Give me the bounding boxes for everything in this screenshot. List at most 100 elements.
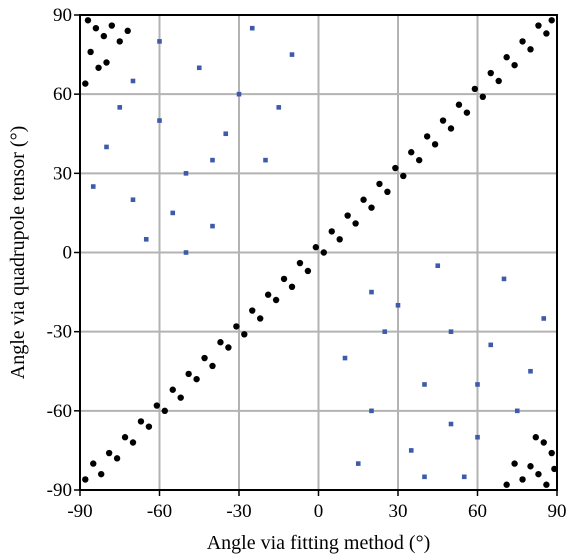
data-point [116,38,123,45]
data-point [130,197,136,203]
data-point [532,434,539,441]
data-point [408,448,414,453]
x-axis-ticks: -90 -60 -30 0 30 60 90 [67,490,567,522]
data-point [210,223,215,229]
data-point [104,144,109,150]
data-point [448,329,454,334]
data-point [95,64,102,71]
data-point [209,362,216,370]
data-point [501,276,507,282]
data-point [422,382,427,387]
data-point [495,77,502,85]
data-point [422,474,427,480]
x-tick-label: -90 [67,501,92,522]
data-point [527,46,534,53]
data-point [369,289,374,295]
data-point [217,339,224,346]
data-point [90,460,97,467]
data-point [257,315,264,322]
data-point [423,133,431,140]
data-point [225,344,232,351]
data-point [169,386,176,393]
x-tick-label: 0 [314,501,324,522]
data-point [543,481,550,488]
data-point [177,394,184,401]
data-point [100,32,108,40]
data-point [82,476,89,483]
data-point [233,323,240,330]
data-point [183,171,189,176]
data-point [143,237,149,242]
data-point [157,118,162,123]
x-tick-label: -60 [147,501,172,522]
data-point [113,455,121,462]
data-point [435,263,441,268]
data-point [540,439,547,446]
series-circle [82,17,558,488]
series-square [90,25,547,480]
y-axis-title: Angle via quadrupole tensor (°) [7,126,29,379]
data-point [439,117,447,124]
data-points [82,17,558,488]
data-point [392,164,399,172]
y-tick-label: 90 [53,5,72,26]
data-point [121,434,129,441]
data-point [551,465,558,473]
data-point [236,91,242,97]
data-point [416,156,423,164]
data-point [548,449,555,457]
data-point [288,283,296,291]
data-point [519,476,526,483]
data-point [548,17,555,24]
data-point [153,402,161,409]
data-point [249,25,255,31]
data-point [503,481,510,488]
data-point [395,302,401,308]
data-point [263,157,268,163]
data-point [475,382,480,387]
data-point [130,78,136,84]
data-point [448,421,454,427]
data-point [183,250,189,255]
data-point [431,141,439,148]
data-point [376,180,383,188]
data-point [511,61,518,69]
x-tick-label: 30 [389,501,408,522]
data-point [249,307,256,314]
data-point [201,354,208,362]
data-point [475,434,480,440]
data-point [344,212,351,219]
data-point [129,439,137,446]
data-point [535,22,542,29]
data-point [360,196,367,203]
data-point [137,418,145,425]
data-point [400,172,407,180]
data-point [196,65,202,71]
y-tick-label: -90 [47,480,72,501]
data-point [117,105,123,110]
data-point [541,316,547,321]
data-point [369,408,374,414]
data-point [543,30,550,37]
data-point [382,329,388,334]
data-point [108,22,116,29]
data-point [312,244,320,251]
y-tick-label: 60 [53,84,72,105]
y-tick-label: 30 [53,163,72,184]
y-tick-label: 0 [63,243,73,264]
data-point [447,125,455,132]
data-point [487,69,494,77]
data-point [479,93,486,101]
data-point [90,184,96,189]
data-point [328,228,335,235]
data-point [320,249,327,256]
data-point [296,259,304,267]
data-point [193,375,200,383]
data-point [145,423,153,430]
data-point [280,275,288,283]
data-point [355,461,361,466]
data-point [124,27,131,35]
grid-lines [79,14,558,491]
x-tick-label: 90 [548,501,567,522]
